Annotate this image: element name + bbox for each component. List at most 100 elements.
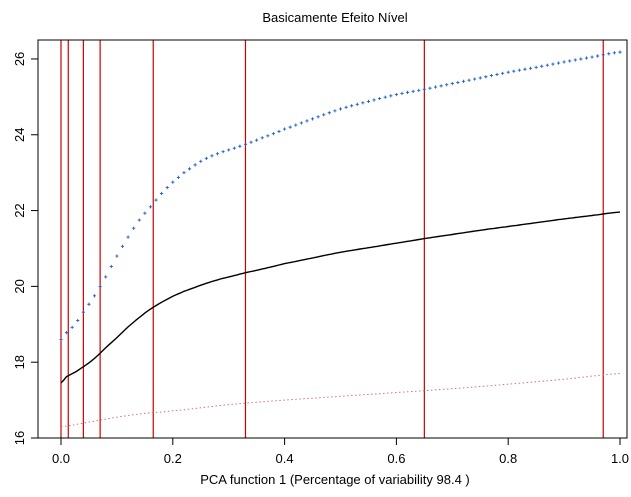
- x-tick-label-3: 0.6: [387, 451, 405, 466]
- y-tick-label-2: 20: [12, 279, 27, 293]
- point-1-40: [283, 127, 287, 131]
- point-1-86: [540, 64, 544, 68]
- series-layer: [59, 50, 622, 428]
- x-tick-label-2: 0.4: [276, 451, 294, 466]
- point-1-38: [271, 132, 276, 136]
- x-axis: 0.0 0.2 0.4 0.6 0.8 1.0: [52, 438, 629, 466]
- point-1-82: [517, 68, 521, 72]
- point-1-87: [545, 63, 549, 67]
- chart-title: Basicamente Efeito Nível: [262, 10, 407, 25]
- point-1-32: [238, 144, 242, 148]
- point-1-27: [210, 154, 214, 158]
- point-1-8: [104, 275, 108, 279]
- point-1-63: [411, 89, 415, 93]
- point-1-43: [299, 121, 303, 125]
- point-1-45: [310, 117, 315, 121]
- point-1-62: [405, 90, 410, 94]
- point-1-57: [378, 96, 382, 101]
- y-tick-label-5: 26: [12, 52, 27, 66]
- point-1-99: [612, 51, 617, 55]
- point-1-20: [171, 180, 175, 184]
- point-1-84: [528, 66, 533, 70]
- point-1-42: [294, 123, 298, 127]
- x-tick-label-1: 0.2: [164, 451, 182, 466]
- point-1-60: [394, 92, 398, 97]
- point-1-11: [120, 244, 125, 248]
- series-line-2: [60, 373, 621, 428]
- point-1-33: [243, 142, 248, 146]
- point-1-76: [484, 75, 488, 79]
- point-1-53: [355, 102, 359, 106]
- point-1-23: [187, 167, 192, 171]
- point-1-3: [76, 318, 80, 323]
- point-1-92: [573, 58, 577, 62]
- point-1-64: [417, 88, 421, 92]
- point-1-65: [422, 87, 426, 91]
- reference-lines: [60, 40, 604, 438]
- point-1-89: [556, 61, 561, 65]
- point-1-0: [59, 337, 63, 342]
- point-1-2: [70, 325, 74, 329]
- point-1-16: [148, 205, 153, 209]
- point-1-85: [534, 65, 538, 69]
- point-1-75: [478, 76, 482, 80]
- point-1-48: [327, 111, 331, 115]
- point-1-54: [361, 101, 365, 105]
- y-tick-label-1: 18: [12, 355, 27, 369]
- point-1-24: [193, 163, 197, 167]
- point-1-26: [204, 156, 208, 160]
- point-1-66: [428, 86, 432, 90]
- x-tick-label-0: 0.0: [52, 451, 70, 466]
- point-1-55: [366, 99, 371, 104]
- point-1-71: [456, 80, 460, 85]
- point-1-68: [439, 84, 443, 88]
- point-1-73: [467, 78, 471, 82]
- point-1-59: [389, 94, 393, 98]
- point-1-100: [618, 50, 622, 54]
- point-1-61: [400, 91, 404, 96]
- point-1-37: [266, 134, 270, 138]
- point-1-4: [81, 310, 85, 314]
- point-1-78: [495, 72, 499, 77]
- series-markers-1: [59, 50, 622, 342]
- point-1-47: [322, 113, 326, 117]
- point-1-58: [383, 95, 387, 99]
- point-1-49: [333, 109, 337, 113]
- point-1-19: [165, 185, 169, 190]
- point-1-80: [506, 70, 510, 74]
- point-1-25: [199, 159, 203, 163]
- series-line-0: [60, 211, 621, 384]
- point-1-35: [255, 138, 259, 142]
- point-1-77: [489, 73, 494, 78]
- point-1-17: [154, 198, 158, 202]
- point-1-44: [305, 119, 309, 123]
- point-1-30: [227, 148, 231, 152]
- point-1-9: [109, 264, 113, 269]
- y-tick-label-0: 16: [12, 431, 27, 445]
- point-1-56: [372, 98, 376, 102]
- point-1-70: [450, 81, 454, 86]
- point-1-36: [260, 136, 264, 140]
- point-1-94: [584, 56, 589, 60]
- point-1-29: [221, 150, 225, 154]
- point-1-97: [601, 53, 605, 57]
- point-1-5: [87, 302, 91, 306]
- point-1-90: [562, 60, 566, 64]
- point-1-31: [232, 146, 236, 150]
- x-tick-label-4: 0.8: [499, 451, 517, 466]
- point-1-98: [607, 52, 611, 56]
- point-1-34: [249, 140, 253, 144]
- point-1-46: [316, 115, 320, 119]
- point-1-6: [92, 294, 97, 298]
- point-1-12: [126, 235, 130, 239]
- point-1-41: [288, 125, 292, 129]
- point-1-22: [182, 171, 186, 175]
- point-1-72: [461, 79, 466, 83]
- point-1-13: [132, 226, 136, 230]
- point-1-1: [64, 331, 69, 335]
- x-axis-title: PCA function 1 (Percentage of variabilit…: [200, 472, 470, 487]
- point-1-93: [579, 57, 583, 61]
- point-1-10: [115, 254, 119, 258]
- x-tick-label-5: 1.0: [611, 451, 629, 466]
